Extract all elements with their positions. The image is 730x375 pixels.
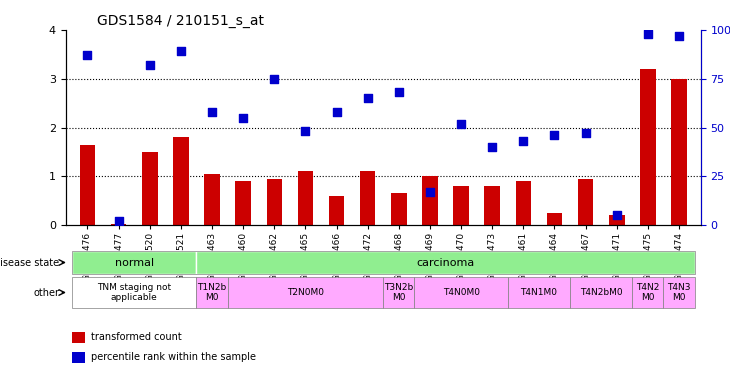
Text: T2N0M0: T2N0M0 [287,288,324,297]
Text: T3N2b
M0: T3N2b M0 [384,283,413,302]
Bar [235,181,251,225]
Bar [391,194,407,225]
Bar [266,179,282,225]
Bar [173,137,188,225]
Point [393,89,404,95]
FancyBboxPatch shape [415,278,508,308]
Point [642,31,653,37]
Point [424,189,436,195]
Bar [298,171,313,225]
Text: T4N2bM0: T4N2bM0 [580,288,623,297]
Text: T4N3
M0: T4N3 M0 [667,283,691,302]
Bar [453,186,469,225]
Point [175,48,187,54]
Text: T4N0M0: T4N0M0 [442,288,480,297]
Text: T4N1M0: T4N1M0 [520,288,558,297]
Point [299,128,311,134]
Bar [640,69,656,225]
Point [237,115,249,121]
Bar [204,174,220,225]
FancyBboxPatch shape [228,278,383,308]
Bar [671,79,687,225]
Text: T4N2
M0: T4N2 M0 [636,283,660,302]
FancyBboxPatch shape [383,278,415,308]
Text: percentile rank within the sample: percentile rank within the sample [91,352,256,362]
Bar [609,215,625,225]
Bar [515,181,531,225]
Bar [360,171,375,225]
Point [82,53,93,58]
Text: GDS1584 / 210151_s_at: GDS1584 / 210151_s_at [98,13,264,28]
Bar [328,196,345,225]
Point [518,138,529,144]
Bar [485,186,500,225]
FancyBboxPatch shape [72,251,196,274]
Bar [72,332,85,343]
Text: other: other [34,288,59,297]
Text: T1N2b
M0: T1N2b M0 [197,283,226,302]
Point [362,95,374,101]
FancyBboxPatch shape [72,278,196,308]
Text: transformed count: transformed count [91,332,182,342]
Bar [422,176,438,225]
Bar [80,145,96,225]
Bar [111,224,126,225]
FancyBboxPatch shape [664,278,694,308]
Point [269,76,280,82]
Point [456,121,467,127]
Text: normal: normal [115,258,154,267]
Point [549,132,561,138]
Text: carcinoma: carcinoma [416,258,474,267]
Bar [578,179,593,225]
FancyBboxPatch shape [508,278,570,308]
Point [112,218,124,224]
Bar [72,352,85,363]
FancyBboxPatch shape [196,278,228,308]
FancyBboxPatch shape [632,278,664,308]
FancyBboxPatch shape [570,278,632,308]
Point [486,144,498,150]
Point [673,33,685,39]
Point [611,212,623,218]
Point [144,62,155,68]
Bar [142,152,158,225]
FancyBboxPatch shape [196,251,694,274]
Point [580,130,591,136]
Text: disease state: disease state [0,258,59,267]
Text: TNM staging not
applicable: TNM staging not applicable [97,283,172,302]
Bar [547,213,562,225]
Point [206,109,218,115]
Point [331,109,342,115]
